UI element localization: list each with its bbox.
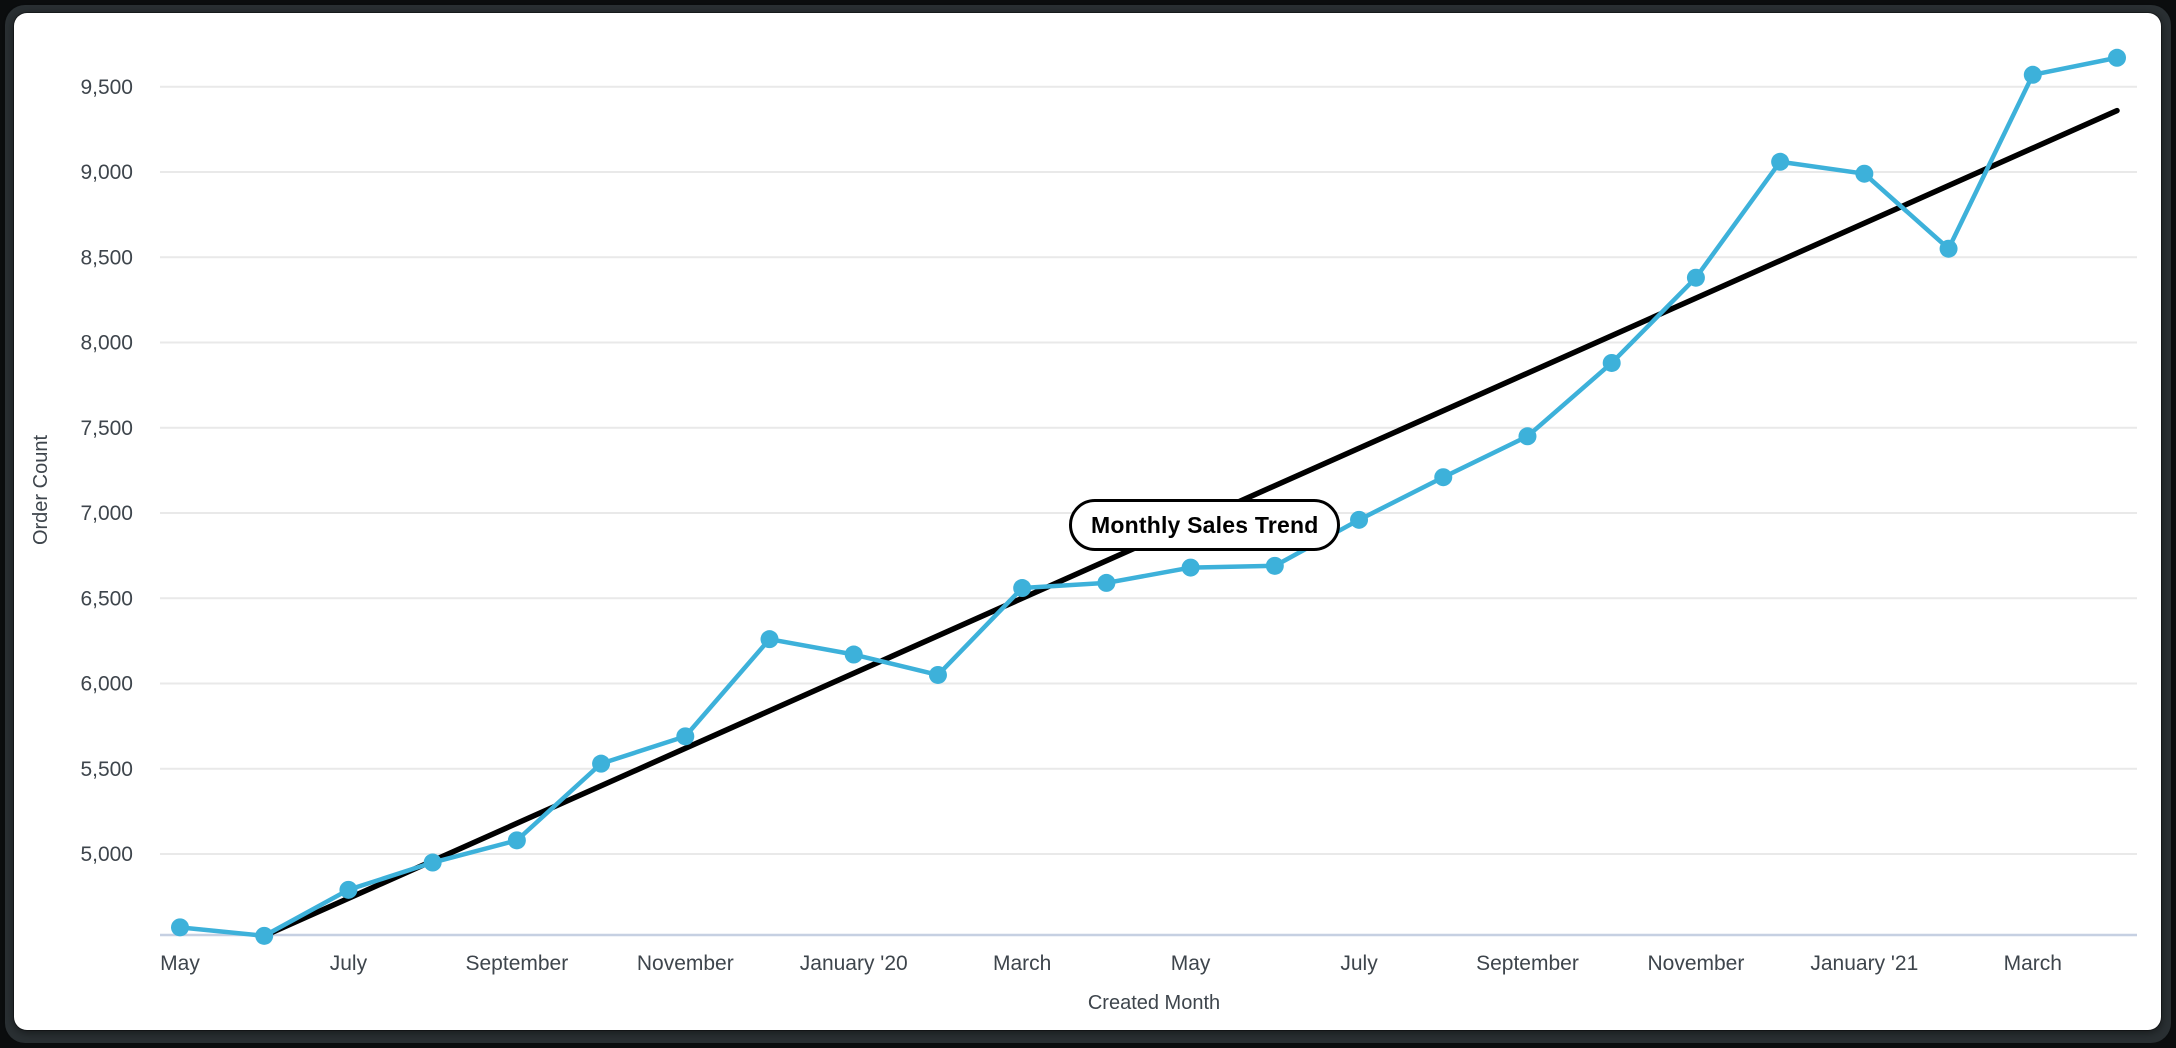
y-tick-label: 7,000 [80,502,133,525]
data-point-dec-20[interactable] [1771,152,1790,171]
data-point-may-20[interactable] [1181,558,1200,577]
y-tick-label: 5,000 [80,843,133,866]
data-point-jun-19[interactable] [255,926,274,945]
data-point-jan-20[interactable] [844,645,863,664]
x-tick-label: March [2004,952,2062,975]
data-point-may-19[interactable] [171,918,189,937]
data-point-mar-21[interactable] [2023,65,2042,84]
data-point-aug-19[interactable] [423,853,442,872]
data-point-feb-20[interactable] [928,665,947,684]
data-point-jun-20[interactable] [1265,556,1284,575]
y-tick-label: 7,500 [80,417,133,440]
y-tick-label: 8,500 [80,246,133,269]
x-tick-label: May [1171,952,1211,975]
data-point-sep-20[interactable] [1518,427,1537,446]
data-point-apr-20[interactable] [1097,573,1116,592]
data-point-oct-20[interactable] [1602,353,1621,372]
y-tick-label: 5,500 [80,758,133,781]
x-tick-label: November [1647,952,1744,975]
chart-annotation-label: Monthly Sales Trend [1069,499,1341,551]
data-point-mar-20[interactable] [1013,579,1032,598]
data-point-dec-19[interactable] [760,630,779,649]
x-tick-label: September [1476,952,1579,975]
x-tick-label: July [330,952,368,975]
x-tick-label: May [160,952,200,975]
data-point-oct-19[interactable] [592,754,611,773]
y-tick-label: 9,000 [80,161,133,184]
y-tick-label: 8,000 [80,332,133,355]
y-tick-label: 9,500 [80,76,133,99]
x-tick-label: March [993,952,1051,975]
data-point-nov-20[interactable] [1686,268,1705,287]
tick-label-group: 5,000 5,500 6,000 6,500 7,000 7,500 8,000 8,500… [80,76,2062,975]
y-tick-label: 6,500 [80,587,133,610]
x-tick-label: January '21 [1810,952,1918,975]
data-point-sep-19[interactable] [507,831,526,850]
data-point-jul-19[interactable] [339,880,358,899]
data-point-jan-21[interactable] [1855,164,1874,183]
x-axis-title: Created Month [1088,992,1220,1014]
data-point-aug-20[interactable] [1434,468,1453,487]
x-tick-label: January '20 [800,952,908,975]
x-tick-label: November [637,952,734,975]
x-tick-label: September [466,952,569,975]
series-line[interactable] [177,55,2120,939]
y-axis-title: Order Count [30,435,52,545]
x-tick-label: July [1340,952,1378,975]
data-point-jul-20[interactable] [1350,510,1369,529]
data-point-apr-21[interactable] [2108,48,2126,67]
data-point-nov-19[interactable] [676,727,695,746]
gridline-group [160,85,2137,937]
y-tick-label: 6,000 [80,673,133,696]
data-point-feb-21[interactable] [1939,239,1958,258]
